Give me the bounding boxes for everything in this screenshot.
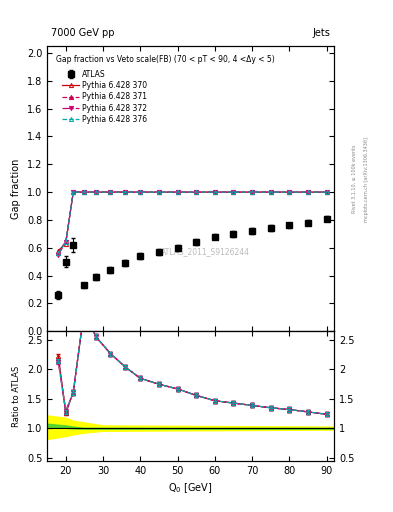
Pythia 6.428 376: [71, 189, 75, 195]
Pythia 6.428 372: [63, 239, 68, 245]
Pythia 6.428 370: [123, 189, 128, 195]
Pythia 6.428 371: [123, 189, 128, 195]
Pythia 6.428 372: [231, 189, 236, 195]
Pythia 6.428 371: [250, 189, 254, 195]
Pythia 6.428 376: [250, 189, 254, 195]
Pythia 6.428 370: [250, 189, 254, 195]
Y-axis label: Gap fraction: Gap fraction: [11, 158, 21, 219]
Line: Pythia 6.428 371: Pythia 6.428 371: [56, 190, 329, 255]
Text: 7000 GeV pp: 7000 GeV pp: [51, 28, 115, 38]
Pythia 6.428 371: [56, 250, 61, 257]
Pythia 6.428 371: [82, 189, 87, 195]
Pythia 6.428 372: [71, 189, 75, 195]
Pythia 6.428 370: [324, 189, 329, 195]
Pythia 6.428 376: [93, 189, 98, 195]
Pythia 6.428 372: [287, 189, 292, 195]
Pythia 6.428 376: [194, 189, 198, 195]
Pythia 6.428 371: [93, 189, 98, 195]
Text: mcplots.cern.ch [arXiv:1306.3436]: mcplots.cern.ch [arXiv:1306.3436]: [364, 137, 369, 222]
Text: Gap fraction vs Veto scale(FB) (70 < pT < 90, 4 <Δy < 5): Gap fraction vs Veto scale(FB) (70 < pT …: [56, 55, 275, 63]
Pythia 6.428 371: [156, 189, 161, 195]
Line: Pythia 6.428 372: Pythia 6.428 372: [56, 190, 329, 257]
Pythia 6.428 372: [56, 251, 61, 258]
Pythia 6.428 376: [306, 189, 310, 195]
Pythia 6.428 372: [250, 189, 254, 195]
Pythia 6.428 370: [93, 189, 98, 195]
Line: Pythia 6.428 376: Pythia 6.428 376: [56, 190, 329, 255]
Pythia 6.428 376: [175, 189, 180, 195]
Pythia 6.428 371: [268, 189, 273, 195]
Pythia 6.428 376: [287, 189, 292, 195]
Pythia 6.428 372: [194, 189, 198, 195]
Pythia 6.428 376: [268, 189, 273, 195]
Pythia 6.428 371: [71, 189, 75, 195]
Pythia 6.428 370: [231, 189, 236, 195]
Pythia 6.428 371: [175, 189, 180, 195]
Pythia 6.428 371: [108, 189, 113, 195]
X-axis label: Q$_0$ [GeV]: Q$_0$ [GeV]: [168, 481, 213, 495]
Pythia 6.428 371: [306, 189, 310, 195]
Pythia 6.428 371: [324, 189, 329, 195]
Pythia 6.428 370: [82, 189, 87, 195]
Pythia 6.428 376: [324, 189, 329, 195]
Pythia 6.428 370: [213, 189, 217, 195]
Pythia 6.428 370: [138, 189, 143, 195]
Text: ATLAS_2011_S9126244: ATLAS_2011_S9126244: [160, 247, 250, 256]
Pythia 6.428 372: [213, 189, 217, 195]
Pythia 6.428 372: [306, 189, 310, 195]
Pythia 6.428 372: [175, 189, 180, 195]
Pythia 6.428 370: [156, 189, 161, 195]
Pythia 6.428 372: [268, 189, 273, 195]
Pythia 6.428 376: [156, 189, 161, 195]
Pythia 6.428 370: [108, 189, 113, 195]
Pythia 6.428 376: [213, 189, 217, 195]
Text: Jets: Jets: [312, 28, 330, 38]
Pythia 6.428 376: [82, 189, 87, 195]
Pythia 6.428 376: [56, 250, 61, 257]
Pythia 6.428 370: [71, 189, 75, 195]
Pythia 6.428 370: [63, 241, 68, 247]
Pythia 6.428 376: [63, 239, 68, 245]
Legend: ATLAS, Pythia 6.428 370, Pythia 6.428 371, Pythia 6.428 372, Pythia 6.428 376: ATLAS, Pythia 6.428 370, Pythia 6.428 37…: [62, 70, 147, 124]
Pythia 6.428 370: [175, 189, 180, 195]
Pythia 6.428 372: [156, 189, 161, 195]
Pythia 6.428 371: [138, 189, 143, 195]
Pythia 6.428 370: [306, 189, 310, 195]
Y-axis label: Ratio to ATLAS: Ratio to ATLAS: [12, 366, 21, 426]
Pythia 6.428 376: [123, 189, 128, 195]
Pythia 6.428 372: [93, 189, 98, 195]
Pythia 6.428 372: [324, 189, 329, 195]
Pythia 6.428 370: [287, 189, 292, 195]
Pythia 6.428 371: [63, 238, 68, 244]
Pythia 6.428 372: [82, 189, 87, 195]
Pythia 6.428 371: [287, 189, 292, 195]
Pythia 6.428 376: [138, 189, 143, 195]
Pythia 6.428 370: [194, 189, 198, 195]
Pythia 6.428 371: [213, 189, 217, 195]
Pythia 6.428 371: [194, 189, 198, 195]
Pythia 6.428 372: [108, 189, 113, 195]
Pythia 6.428 371: [231, 189, 236, 195]
Pythia 6.428 370: [268, 189, 273, 195]
Pythia 6.428 376: [108, 189, 113, 195]
Text: Rivet 3.1.10, ≥ 100k events: Rivet 3.1.10, ≥ 100k events: [352, 145, 357, 214]
Line: Pythia 6.428 370: Pythia 6.428 370: [56, 190, 329, 252]
Pythia 6.428 376: [231, 189, 236, 195]
Pythia 6.428 372: [138, 189, 143, 195]
Pythia 6.428 372: [123, 189, 128, 195]
Pythia 6.428 370: [56, 247, 61, 253]
